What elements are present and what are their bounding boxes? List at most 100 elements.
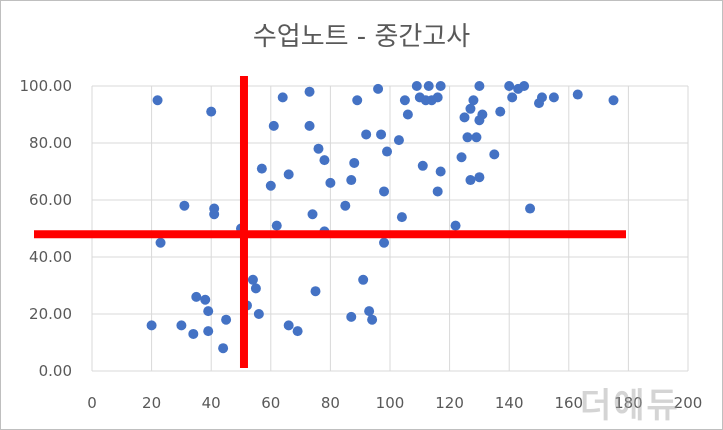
x-tick-label: 0 — [87, 394, 97, 412]
data-point — [450, 220, 461, 231]
data-point — [146, 320, 157, 331]
data-point — [435, 166, 446, 177]
data-point — [456, 152, 467, 163]
red-overlay-lines — [34, 76, 626, 368]
data-point — [423, 81, 434, 91]
x-tick-label: 120 — [435, 394, 464, 412]
data-point — [519, 81, 530, 91]
data-point — [367, 314, 378, 325]
data-point — [361, 129, 372, 140]
data-point — [379, 237, 390, 248]
data-point — [155, 237, 166, 248]
data-point — [346, 175, 357, 186]
data-point — [349, 157, 360, 168]
data-point — [152, 95, 163, 106]
y-tick-label: 100.00 — [20, 77, 73, 95]
data-point — [382, 146, 393, 157]
y-tick-label: 80.00 — [29, 134, 72, 152]
data-point — [188, 328, 199, 339]
data-point — [548, 92, 559, 103]
data-point — [525, 203, 536, 214]
data-point — [340, 200, 351, 211]
data-point — [271, 220, 282, 231]
data-point — [393, 135, 404, 146]
data-point — [504, 81, 515, 91]
data-point — [489, 149, 500, 160]
data-point — [307, 209, 318, 220]
data-point — [268, 120, 279, 131]
data-point — [465, 103, 476, 114]
data-point — [265, 180, 276, 191]
data-point — [435, 81, 446, 91]
data-point — [346, 311, 357, 322]
data-point — [191, 291, 202, 302]
data-point — [471, 132, 482, 143]
data-point — [432, 186, 443, 197]
data-point — [250, 283, 261, 294]
data-point — [352, 95, 363, 106]
data-point — [474, 81, 485, 91]
data-point — [218, 343, 229, 354]
data-point — [325, 177, 336, 188]
data-point — [459, 112, 470, 123]
x-tick-label: 140 — [495, 394, 524, 412]
data-point — [462, 132, 473, 143]
x-tick-label: 200 — [674, 394, 703, 412]
x-tick-label: 100 — [376, 394, 405, 412]
data-point — [507, 92, 518, 103]
data-point — [411, 81, 422, 91]
data-point — [465, 175, 476, 186]
data-point — [572, 89, 583, 100]
data-point — [247, 274, 258, 285]
data-point — [417, 160, 428, 171]
data-point — [402, 109, 413, 120]
y-tick-label: 60.00 — [29, 191, 72, 209]
data-point — [292, 326, 303, 337]
data-point — [319, 155, 330, 166]
data-point — [209, 209, 220, 220]
x-tick-label: 40 — [202, 394, 221, 412]
data-point — [396, 212, 407, 223]
y-tick-label: 40.00 — [29, 248, 72, 266]
data-point — [608, 95, 619, 106]
data-point — [304, 120, 315, 131]
data-point — [206, 106, 217, 117]
data-point — [221, 314, 232, 325]
data-point — [200, 294, 211, 305]
data-point — [364, 306, 375, 317]
x-tick-label: 80 — [321, 394, 340, 412]
data-point — [536, 92, 547, 103]
data-point — [304, 86, 315, 97]
data-point — [310, 286, 321, 297]
data-point — [176, 320, 187, 331]
data-point — [432, 92, 443, 103]
data-point — [379, 186, 390, 197]
y-tick-label: 20.00 — [29, 305, 72, 323]
data-point — [477, 109, 488, 120]
data-point — [474, 172, 485, 183]
grid-lines — [91, 85, 689, 372]
data-point — [283, 320, 294, 331]
x-tick-label: 20 — [142, 394, 161, 412]
data-point — [277, 92, 288, 103]
data-point — [495, 106, 506, 117]
data-point — [203, 326, 214, 337]
data-point — [358, 274, 369, 285]
data-point — [313, 143, 324, 154]
data-point — [373, 83, 384, 94]
y-tick-labels: 0.00 20.00 40.00 60.00 80.00 100.00 — [20, 77, 73, 380]
y-tick-label: 0.00 — [39, 362, 72, 380]
data-point — [399, 95, 410, 106]
data-point — [468, 95, 479, 106]
data-point — [203, 306, 214, 317]
chart-title: 수업노트 - 중간고사 — [252, 22, 471, 52]
x-tick-label: 180 — [614, 394, 643, 412]
data-points — [146, 81, 619, 354]
data-point — [376, 129, 387, 140]
x-tick-label: 160 — [554, 394, 583, 412]
x-tick-labels: 0 20 40 60 80 100 120 140 160 180 200 — [87, 394, 702, 412]
data-point — [283, 169, 294, 180]
data-point — [253, 309, 264, 319]
